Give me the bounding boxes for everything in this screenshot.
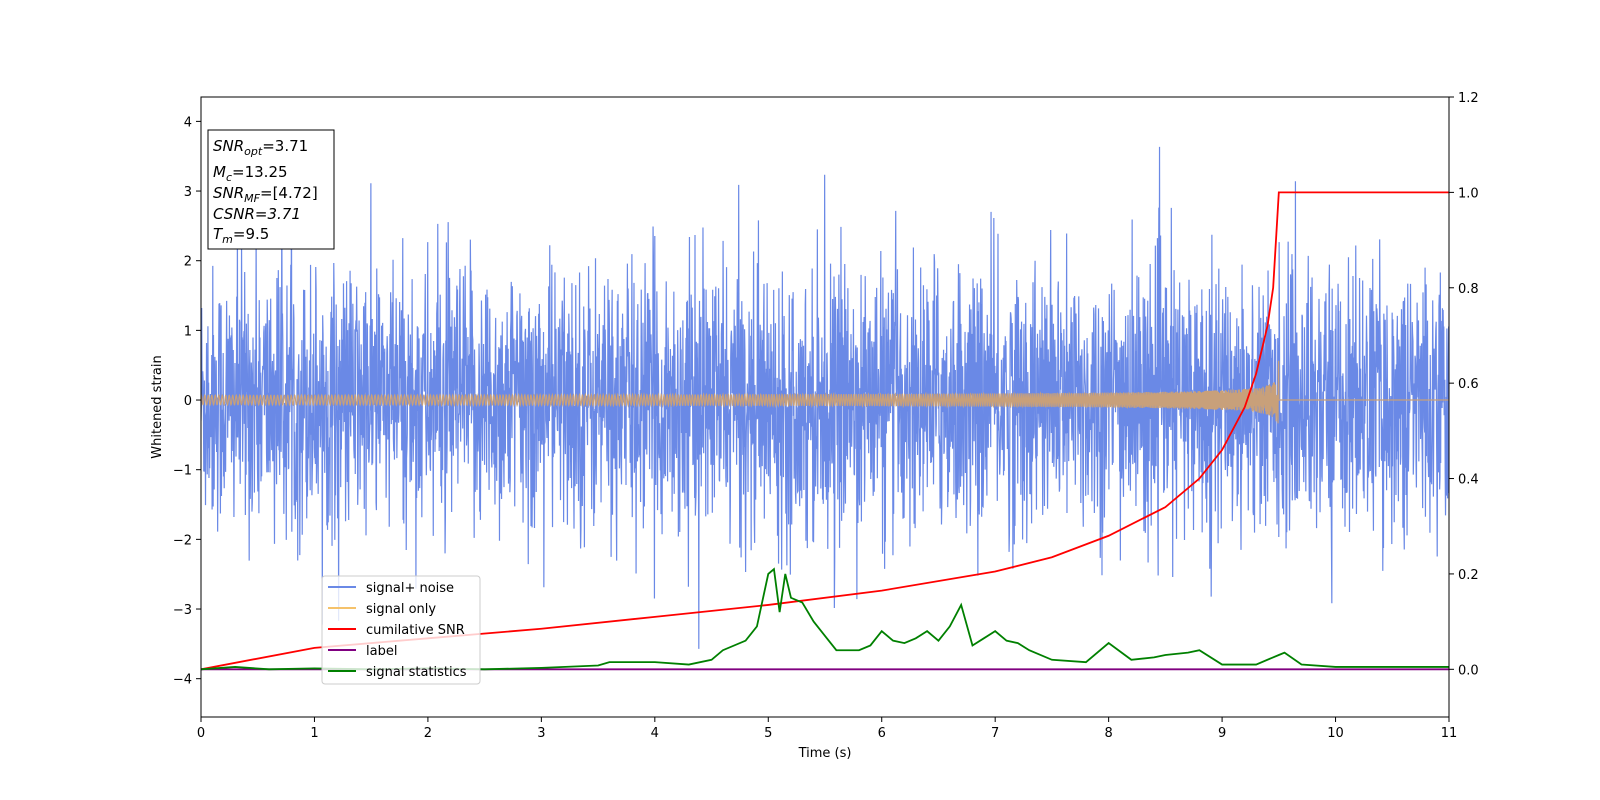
- y-axis-label: Whitened strain: [150, 355, 165, 458]
- series-cumilative-snr: [201, 191, 1449, 671]
- y-tick-label: −2: [173, 533, 192, 548]
- x-tick-label: 9: [1218, 726, 1226, 741]
- x-tick-label: 1: [310, 726, 318, 741]
- info-mc: Mc=13.25: [213, 163, 288, 184]
- legend-label: signal only: [366, 602, 436, 617]
- legend-label: signal statistics: [366, 665, 467, 680]
- y2-tick-label: 0.0: [1458, 663, 1479, 678]
- x-tick-label: 5: [764, 726, 772, 741]
- y-tick-label: 3: [184, 185, 192, 200]
- legend: signal+ noise signal only cumilative SNR la…: [321, 575, 481, 685]
- y2-tick-label: 0.6: [1458, 377, 1479, 392]
- y-tick-label: 2: [184, 255, 192, 270]
- y2-tick-label: 0.4: [1458, 473, 1479, 488]
- series-signal-statistics: [201, 567, 1449, 671]
- y2-tick-label: 0.2: [1458, 568, 1479, 583]
- info-csnr: CSNR=3.71: [213, 205, 301, 223]
- y-tick-label: −3: [173, 603, 192, 618]
- x-tick-label: 6: [878, 726, 886, 741]
- info-box: SNRopt=3.71 Mc=13.25 SNRMF=[4.72] CSNR=3…: [207, 129, 335, 250]
- y2-tick-label: 1.0: [1458, 186, 1479, 201]
- info-snr-mf: SNRMF=[4.72]: [213, 184, 318, 205]
- x-tick-label: 3: [537, 726, 545, 741]
- legend-label: signal+ noise: [366, 581, 454, 596]
- y-tick-label: 4: [184, 115, 192, 130]
- y-tick-label: 0: [184, 394, 192, 409]
- x-tick-label: 11: [1441, 726, 1458, 741]
- y2-tick-label: 1.2: [1458, 91, 1479, 106]
- x-tick-label: 2: [424, 726, 432, 741]
- plot-frame: [200, 96, 1450, 718]
- y-tick-label: 1: [184, 324, 192, 339]
- x-tick-label: 0: [197, 726, 205, 741]
- x-tick-label: 8: [1104, 726, 1112, 741]
- info-snr-opt: SNRopt=3.71: [213, 137, 308, 158]
- info-tm: Tm=9.5: [213, 225, 269, 246]
- series-signal-only: [201, 360, 1449, 424]
- y-tick-label: −1: [173, 464, 192, 479]
- y-tick-label: −4: [173, 673, 192, 688]
- x-tick-label: 4: [651, 726, 659, 741]
- x-tick-label: 7: [991, 726, 999, 741]
- legend-label: cumilative SNR: [366, 623, 465, 638]
- legend-label: label: [366, 644, 397, 659]
- x-axis-label: Time (s): [798, 746, 852, 761]
- x-tick-label: 10: [1327, 726, 1344, 741]
- y2-tick-label: 0.8: [1458, 282, 1479, 297]
